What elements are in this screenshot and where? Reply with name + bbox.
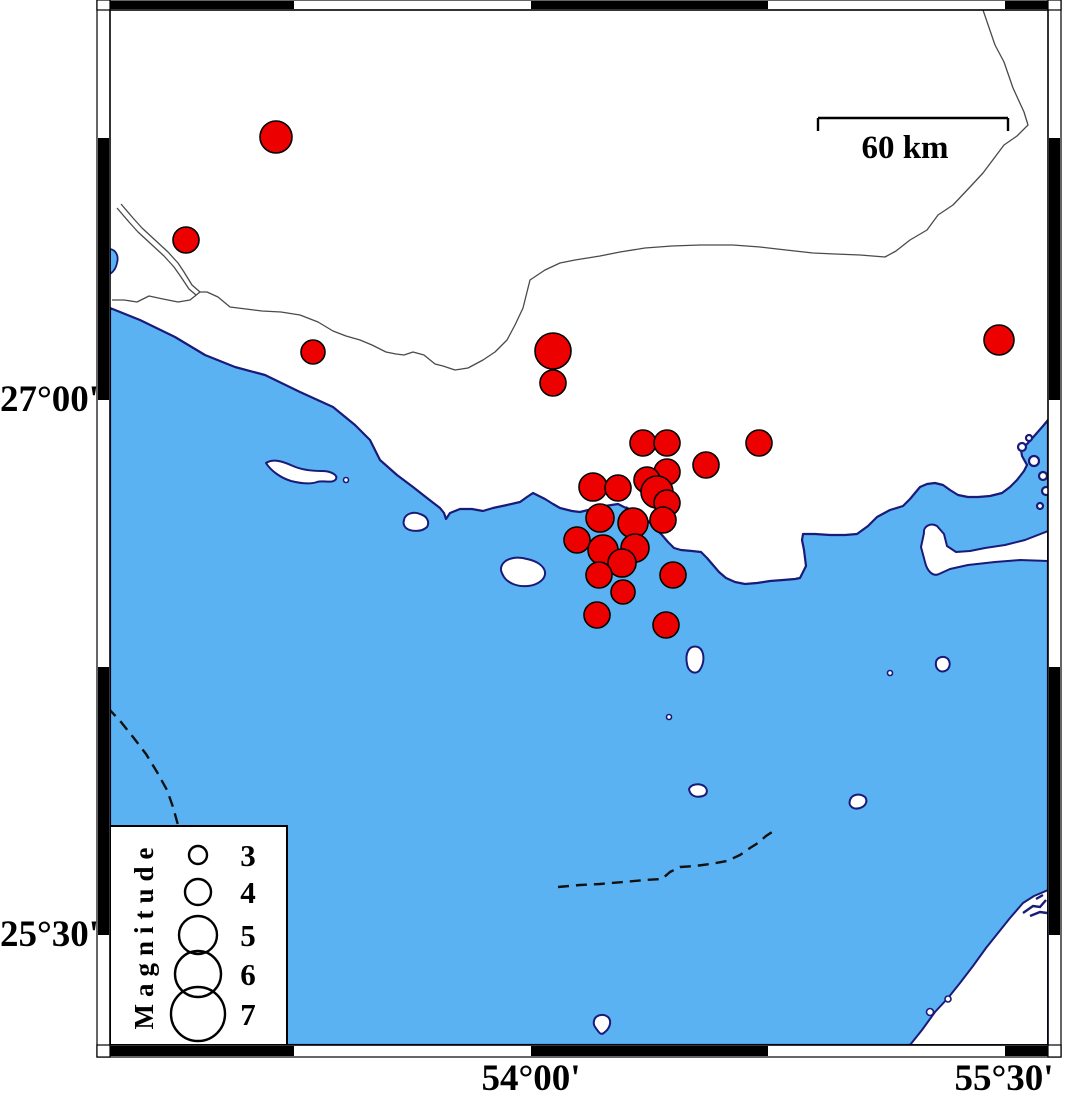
- island: [909, 889, 1048, 1045]
- legend-mag-label: 6: [240, 957, 256, 992]
- border-line: [116, 207, 197, 296]
- legend-magnitude-circle: [183, 877, 213, 907]
- earthquake-marker: [610, 579, 636, 605]
- earthquake-marker: [172, 226, 200, 254]
- island: [402, 511, 430, 532]
- legend-magnitude-circle: [187, 844, 209, 866]
- island: [265, 459, 338, 485]
- earthquake-marker: [300, 339, 326, 365]
- legend-mag-label: 5: [240, 918, 256, 953]
- dashed-boundary: [557, 829, 779, 889]
- border-line: [120, 203, 201, 293]
- island: [848, 793, 868, 810]
- earthquake-marker: [607, 548, 637, 578]
- earthquake-marker: [659, 561, 687, 589]
- island: [499, 556, 547, 588]
- strait-islet: [1035, 501, 1045, 511]
- scale-bar: [816, 116, 1010, 131]
- frame-corner: [96, 1044, 111, 1058]
- strait-islet: [1040, 485, 1048, 497]
- legend-mag-label: 3: [240, 838, 256, 873]
- frame-corner: [96, 0, 111, 11]
- earthquake-marker: [604, 474, 632, 502]
- legend-title: Magnitude: [129, 840, 159, 1030]
- map-border: [109, 9, 1049, 1046]
- frame-segment: [110, 1046, 294, 1056]
- island: [592, 1013, 612, 1035]
- axis-label-lat-lower: 25°30': [0, 914, 100, 955]
- earthquake-marker: [629, 429, 657, 457]
- strait-islet: [1024, 433, 1034, 443]
- frame-segment: [531, 1, 768, 9]
- earthquake-marker: [653, 429, 681, 457]
- earthquake-marker: [745, 429, 773, 457]
- legend-magnitude-circle: [169, 985, 227, 1043]
- legend-box: [109, 825, 288, 1046]
- frame-segment: [531, 1046, 768, 1056]
- map-frame: [96, 0, 1062, 1058]
- axis-label-lat-upper: 27°00': [0, 379, 100, 420]
- earthquake-marker: [578, 472, 608, 502]
- frame-segment: [1005, 1, 1048, 9]
- strait-islet: [1037, 470, 1048, 482]
- lagoon-mark: [1022, 899, 1047, 914]
- island: [934, 655, 951, 673]
- lagoon-mark: [1035, 893, 1044, 901]
- frame-corner: [1047, 0, 1062, 11]
- islet: [944, 995, 952, 1003]
- frame-segment: [1005, 1046, 1048, 1056]
- legend-magnitude-circle: [173, 949, 223, 999]
- legend-mag-label: 4: [240, 875, 256, 910]
- earthquake-marker: [534, 332, 572, 370]
- earthquake-marker: [585, 561, 613, 589]
- earthquake-marker: [585, 503, 615, 533]
- earthquake-layer: [172, 120, 1015, 639]
- lagoon-mark: [1029, 910, 1048, 918]
- earthquake-marker: [539, 369, 567, 397]
- frame-segment: [110, 1, 294, 9]
- dashed-boundary: [110, 708, 180, 826]
- axis-label-lon-right: 55°30': [954, 1058, 1054, 1099]
- scale-bar-label: 60 km: [861, 130, 949, 166]
- earthquake-marker: [583, 601, 611, 629]
- frame-segment: [98, 138, 109, 400]
- island: [685, 645, 705, 674]
- strait-islet: [1027, 454, 1041, 468]
- magnitude-legend: 34 5 6 7: [109, 825, 288, 1046]
- border-line: [200, 10, 1029, 371]
- islet: [665, 713, 673, 721]
- islet: [886, 669, 894, 677]
- frame-segment: [1049, 667, 1060, 935]
- border-line: [112, 291, 201, 303]
- earthquake-marker: [652, 611, 680, 639]
- islet: [925, 1007, 935, 1017]
- frame-corner: [1047, 1044, 1062, 1058]
- earthquake-marker: [649, 506, 677, 534]
- islet: [342, 476, 350, 484]
- legend-magnitude-circle: [177, 914, 219, 956]
- strait-islet: [1016, 441, 1028, 453]
- legend-mag-label: 7: [240, 997, 256, 1032]
- axis-label-lon-left: 54°00': [481, 1058, 581, 1099]
- earthquake-marker: [259, 120, 293, 154]
- earthquake-marker: [983, 324, 1015, 356]
- frame-segment: [1049, 138, 1060, 400]
- earthquake-marker: [563, 526, 591, 554]
- earthquake-marker: [692, 451, 720, 479]
- island: [688, 783, 708, 798]
- sea-persian-gulf: [110, 306, 1048, 1045]
- coastal-lagoon: [110, 248, 119, 276]
- frame-segment: [98, 667, 109, 935]
- island: [920, 523, 1048, 576]
